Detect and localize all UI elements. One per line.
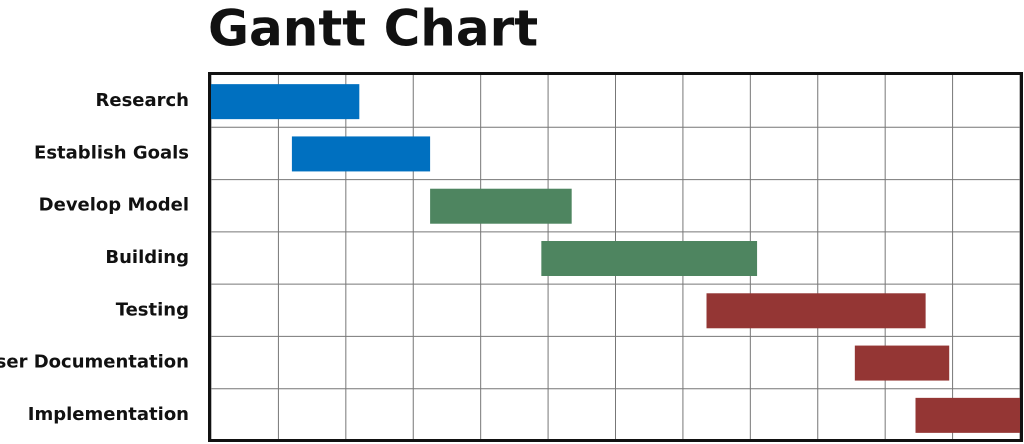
plot-frame — [208, 72, 1023, 442]
task-bar — [541, 241, 758, 276]
task-bar — [706, 293, 926, 329]
task-bar — [915, 397, 1020, 433]
task-label: Implementation — [28, 404, 189, 425]
task-label: Building — [105, 247, 189, 268]
task-label: User Documentation — [0, 352, 189, 373]
task-label: Testing — [116, 299, 189, 320]
chart-title: Gantt Chart — [208, 0, 538, 58]
task-label: Develop Model — [39, 195, 189, 216]
task-label: Establish Goals — [34, 142, 189, 163]
task-bar — [291, 136, 431, 172]
task-bar — [854, 345, 950, 381]
task-label: Research — [96, 90, 190, 111]
task-bar — [430, 188, 572, 224]
task-bar — [211, 84, 360, 120]
